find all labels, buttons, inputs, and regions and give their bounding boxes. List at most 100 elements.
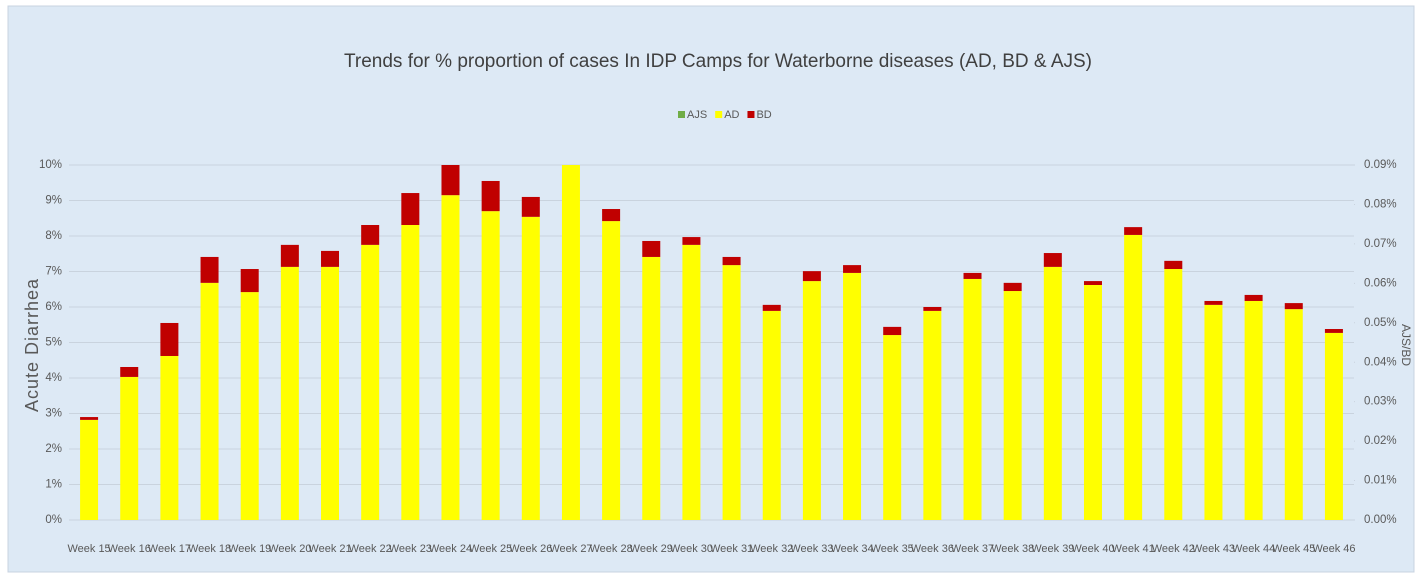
y2-tick-label: 0.08% — [1364, 198, 1397, 210]
legend: AJS AD BD — [678, 109, 772, 121]
bar-segment — [682, 244, 701, 520]
bar-segment — [561, 165, 580, 520]
bar-segment — [1164, 269, 1183, 520]
x-tick-label: Week 17 — [148, 543, 191, 555]
legend-label: AD — [724, 109, 739, 121]
bar-segment — [481, 180, 500, 212]
y2-axis-title: AJS/BD — [1399, 324, 1413, 366]
x-tick-label: Week 39 — [1031, 543, 1074, 555]
bar-segment — [1043, 253, 1062, 267]
x-tick-label: Week 16 — [108, 543, 151, 555]
bar-segment — [1244, 294, 1263, 301]
chart-background — [7, 5, 1415, 573]
x-tick-label: Week 34 — [830, 543, 873, 555]
bar-segment — [1083, 281, 1102, 285]
bar-segment — [722, 256, 741, 266]
bar-segment — [280, 266, 299, 520]
y-tick-label: 5% — [45, 337, 62, 349]
y2-tick-label: 0.04% — [1364, 356, 1397, 368]
legend-label: AJS — [687, 109, 707, 121]
x-tick-label: Week 28 — [590, 543, 633, 555]
bar-segment — [602, 209, 621, 222]
bar-segment — [883, 335, 902, 520]
x-tick-label: Week 42 — [1152, 543, 1195, 555]
bar-segment — [1324, 329, 1343, 333]
chart-title: Trends for % proportion of cases In IDP … — [344, 51, 1092, 72]
x-tick-label: Week 38 — [991, 543, 1034, 555]
bar-segment — [1083, 284, 1102, 520]
bar-segment — [1244, 300, 1263, 520]
x-tick-label: Week 29 — [630, 543, 673, 555]
bar-segment — [883, 326, 902, 336]
x-tick-label: Week 35 — [871, 543, 914, 555]
x-tick-label: Week 22 — [349, 543, 392, 555]
bar-segment — [1164, 260, 1183, 270]
bar-segment — [963, 278, 982, 520]
bar-segment — [642, 240, 661, 257]
bar-segment — [1124, 234, 1143, 520]
x-tick-label: Week 20 — [268, 543, 311, 555]
bar-segment — [963, 272, 982, 279]
bar-segment — [401, 193, 420, 225]
y2-tick-label: 0.01% — [1364, 475, 1397, 487]
x-tick-label: Week 32 — [750, 543, 793, 555]
bar-segment — [843, 265, 862, 273]
x-tick-label: Week 19 — [228, 543, 271, 555]
x-tick-label: Week 43 — [1192, 543, 1235, 555]
bar-segment — [802, 281, 821, 520]
bar-segment — [521, 196, 540, 217]
y2-tick-label: 0.07% — [1364, 238, 1397, 250]
legend-swatch — [747, 111, 755, 118]
bar-segment — [441, 195, 460, 521]
x-tick-label: Week 33 — [790, 543, 833, 555]
y2-tick-label: 0.02% — [1364, 435, 1397, 447]
bar-segment — [1003, 282, 1022, 292]
bar-segment — [1003, 291, 1022, 520]
x-tick-label: Week 25 — [469, 543, 512, 555]
x-tick-label: Week 45 — [1272, 543, 1315, 555]
legend-swatch — [715, 111, 723, 118]
x-tick-label: Week 24 — [429, 543, 472, 555]
bar-segment — [120, 366, 139, 377]
bar-segment — [361, 224, 380, 245]
y-tick-label: 0% — [45, 514, 62, 526]
bar-segment — [1284, 309, 1303, 520]
x-tick-label: Week 46 — [1312, 543, 1355, 555]
bar-segment — [401, 224, 420, 520]
bar-segment — [1284, 303, 1303, 310]
bar-segment — [321, 250, 340, 267]
y-tick-label: 9% — [45, 195, 62, 207]
bar-segment — [843, 272, 862, 520]
bar-segment — [200, 256, 219, 283]
bar-segment — [160, 322, 179, 356]
x-tick-label: Week 31 — [710, 543, 753, 555]
x-tick-label: Week 37 — [951, 543, 994, 555]
bar-segment — [80, 419, 99, 520]
bar-segment — [240, 292, 259, 520]
x-tick-label: Week 30 — [670, 543, 713, 555]
bar-segment — [923, 310, 942, 520]
x-tick-label: Week 27 — [549, 543, 592, 555]
x-tick-label: Week 44 — [1232, 543, 1275, 555]
x-tick-label: Week 21 — [308, 543, 351, 555]
bar-segment — [441, 165, 460, 196]
y2-tick-label: 0.05% — [1364, 317, 1397, 329]
x-tick-label: Week 41 — [1112, 543, 1155, 555]
bar-segment — [80, 417, 99, 420]
bar-segment — [361, 244, 380, 520]
bar-segment — [1124, 227, 1143, 235]
bar-segment — [722, 265, 741, 520]
x-tick-label: Week 36 — [911, 543, 954, 555]
y-tick-label: 2% — [45, 443, 62, 455]
bar-segment — [240, 269, 259, 293]
y-tick-label: 3% — [45, 408, 62, 420]
bar-segment — [280, 244, 299, 267]
y-tick-label: 10% — [39, 159, 62, 171]
y-axis-title: Acute Diarrhea — [22, 278, 42, 412]
y2-tick-label: 0.03% — [1364, 396, 1397, 408]
bar-segment — [321, 266, 340, 520]
bar-segment — [1204, 304, 1223, 520]
legend-swatch — [678, 111, 685, 118]
x-tick-label: Week 18 — [188, 543, 231, 555]
